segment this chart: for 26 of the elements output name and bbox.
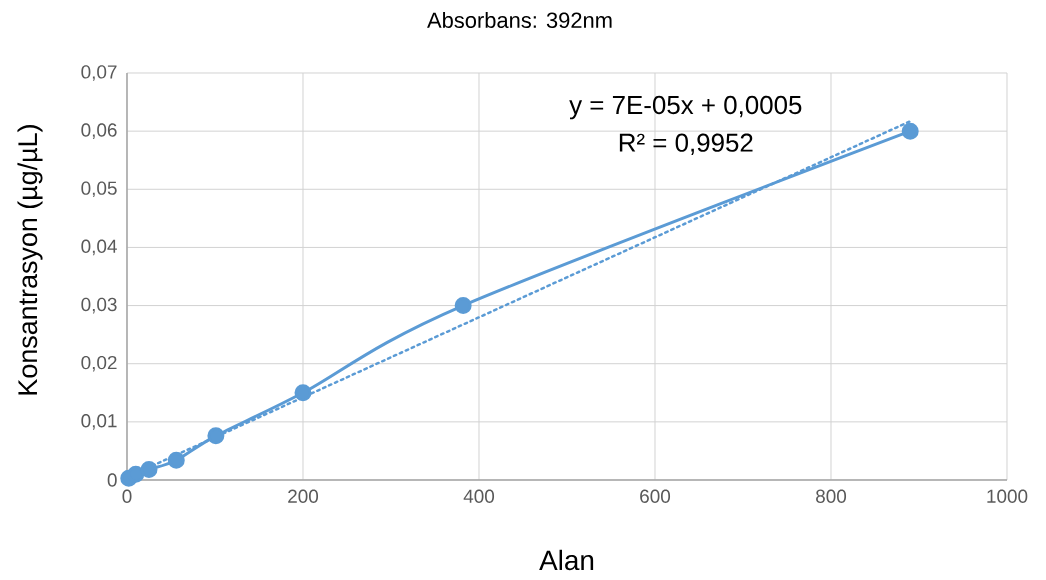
- y-tick-label: 0,02: [81, 355, 117, 372]
- x-tick-label: 400: [463, 489, 495, 503]
- annotation: y = 7E-05x + 0,0005: [569, 95, 802, 120]
- y-tick-label: 0,05: [81, 181, 117, 198]
- x-tick-label: 200: [288, 489, 319, 503]
- point: [167, 451, 185, 469]
- y-tick-label: 0,01: [81, 414, 117, 430]
- x-axis-title: Alan: [539, 549, 594, 571]
- point: [140, 461, 158, 479]
- point: [127, 465, 145, 483]
- y-axis-title: Konsantrasyon (µg/µL): [17, 125, 43, 395]
- y-tick-label: 0,07: [81, 65, 117, 81]
- y-tick-label: 0,03: [81, 297, 117, 314]
- x-tick-label: 600: [640, 489, 671, 503]
- point: [454, 297, 472, 315]
- y-tick-label: 0,06: [81, 123, 117, 139]
- point: [207, 427, 225, 445]
- x-tick-label: 800: [816, 489, 847, 503]
- point: [901, 122, 919, 140]
- annotation: R² = 0,9952: [619, 133, 753, 155]
- y-tick-label: 0,04: [81, 239, 117, 256]
- point: [294, 384, 312, 402]
- y-tick-label: 0: [107, 473, 117, 487]
- x-tick-label: 1000: [987, 489, 1028, 503]
- chart-title: Absorbans: 392nm: [427, 11, 612, 29]
- x-tick-label: 0: [122, 489, 132, 503]
